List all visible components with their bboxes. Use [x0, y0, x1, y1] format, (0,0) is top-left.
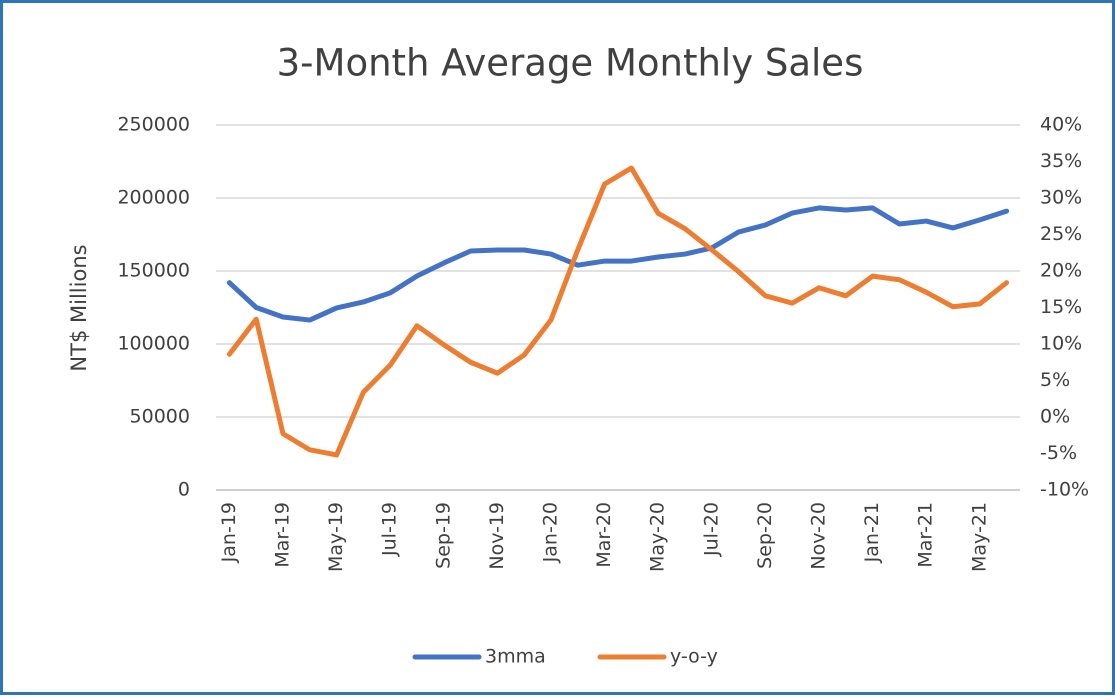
legend-label: 3mma — [485, 646, 546, 668]
y2-tick-label: 10% — [1040, 333, 1082, 355]
x-tick-label: Nov-20 — [808, 502, 830, 570]
x-tick-label: May-21 — [968, 502, 990, 572]
y2-tick-label: 25% — [1040, 223, 1082, 245]
x-tick-label: Jan-19 — [218, 502, 240, 563]
y2-tick-label: 30% — [1040, 187, 1082, 209]
x-tick-label: May-19 — [325, 502, 347, 572]
x-tick-label: Sep-20 — [754, 502, 776, 569]
y-tick-label: 100000 — [117, 333, 190, 355]
y2-tick-label: 35% — [1040, 150, 1082, 172]
x-tick-label: Sep-19 — [432, 502, 454, 569]
y2-tick-label: 5% — [1040, 369, 1070, 391]
x-tick-label: Mar-20 — [593, 502, 615, 568]
y-tick-label: 50000 — [130, 406, 190, 428]
y-tick-label: 150000 — [117, 260, 190, 282]
y2-tick-label: 15% — [1040, 296, 1082, 318]
x-tick-label: May-20 — [647, 502, 669, 572]
y-axis-label: NT$ Millions — [67, 244, 91, 371]
y2-tick-label: 0% — [1040, 406, 1070, 428]
x-tick-label: Jul-20 — [700, 502, 722, 557]
x-tick-label: Mar-19 — [272, 502, 294, 568]
x-tick-label: Mar-21 — [915, 502, 937, 568]
x-tick-label: Nov-19 — [486, 502, 508, 570]
y2-tick-label: 20% — [1040, 260, 1082, 282]
chart-title: 3-Month Average Monthly Sales — [277, 42, 864, 85]
series-line — [226, 205, 1010, 323]
x-tick-label: Jan-20 — [540, 502, 562, 563]
x-tick-label: Jan-21 — [861, 502, 883, 563]
x-tick-label: Jul-19 — [379, 502, 401, 557]
series-line — [226, 165, 1010, 458]
y-tick-label: 200000 — [117, 187, 190, 209]
legend-label: y-o-y — [670, 646, 718, 668]
y2-tick-label: -5% — [1040, 442, 1077, 464]
y2-tick-label: 40% — [1040, 114, 1082, 136]
y2-tick-label: -10% — [1040, 479, 1089, 501]
y-tick-label: 0 — [178, 479, 190, 501]
y-tick-label: 250000 — [117, 114, 190, 136]
